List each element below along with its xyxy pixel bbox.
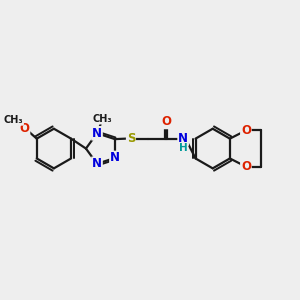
- Text: CH₃: CH₃: [4, 115, 23, 125]
- Text: O: O: [241, 124, 251, 137]
- Text: O: O: [20, 122, 29, 135]
- Text: N: N: [178, 132, 188, 145]
- Text: O: O: [161, 116, 171, 128]
- Text: N: N: [110, 152, 120, 164]
- Text: CH₃: CH₃: [92, 114, 112, 124]
- Text: H: H: [179, 143, 188, 153]
- Text: N: N: [92, 157, 102, 170]
- Text: N: N: [92, 127, 102, 140]
- Text: O: O: [241, 160, 251, 173]
- Text: S: S: [127, 132, 135, 145]
